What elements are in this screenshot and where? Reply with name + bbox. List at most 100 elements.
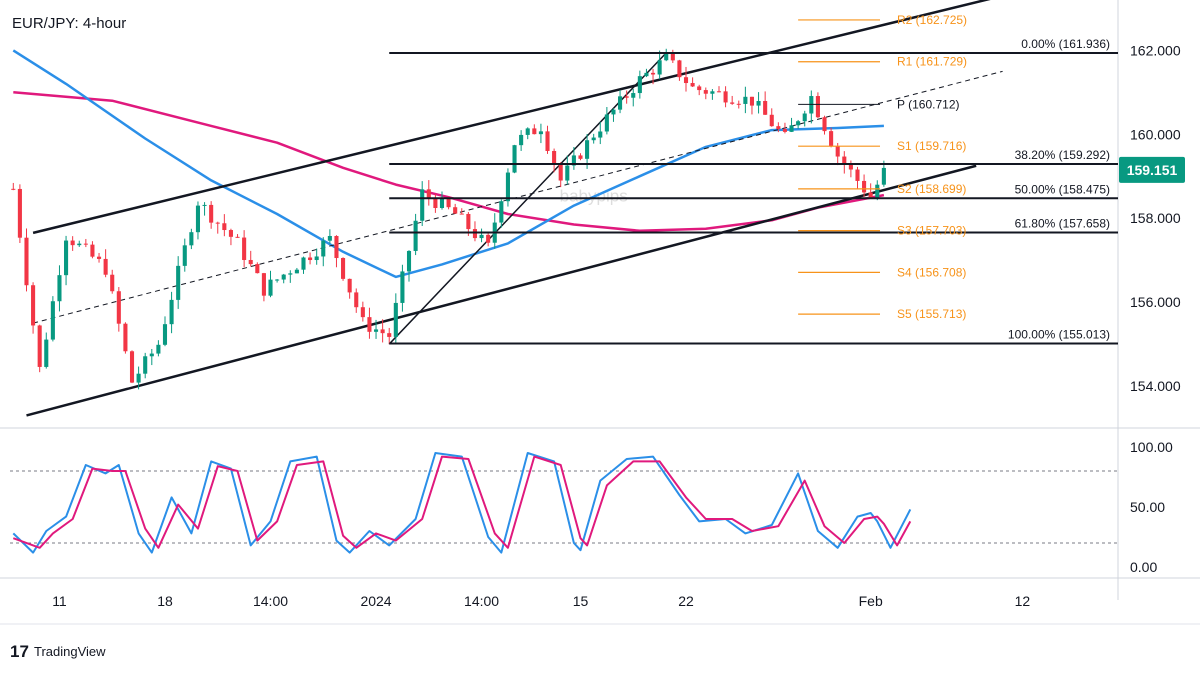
candle-body	[512, 145, 517, 173]
candle	[571, 146, 576, 170]
candle	[650, 68, 656, 85]
candle-body	[308, 257, 313, 261]
channel-middle-line	[32, 70, 1003, 324]
candle	[90, 241, 95, 259]
candle-body	[802, 113, 807, 122]
candle	[222, 214, 227, 237]
candle	[499, 199, 504, 228]
stoch-tick-label: 0.00	[1130, 559, 1157, 575]
last-price-tag	[1119, 156, 1185, 183]
candle	[439, 191, 445, 210]
candle-body	[453, 207, 458, 214]
candle-body	[664, 53, 669, 61]
candle-body	[143, 356, 148, 374]
candle-body	[235, 236, 240, 238]
candle	[314, 248, 319, 265]
fib-level-label: 38.20% (159.292)	[1015, 148, 1110, 162]
candle	[479, 228, 484, 243]
candle	[763, 91, 768, 115]
candle	[578, 153, 583, 161]
candle-body	[466, 213, 471, 230]
candle-body	[261, 273, 266, 296]
candle	[624, 90, 629, 104]
candle	[261, 272, 266, 302]
time-tick-label: 12	[1015, 593, 1031, 609]
candle-body	[281, 274, 286, 280]
candle	[756, 92, 761, 114]
candle	[215, 221, 220, 234]
candle-body	[90, 244, 95, 257]
candle-body	[202, 204, 207, 206]
candle	[558, 162, 563, 188]
candle-body	[83, 243, 88, 245]
candle	[57, 265, 62, 312]
candle	[327, 229, 332, 244]
pivot-level-label: R2 (162.725)	[897, 13, 967, 27]
candle	[301, 256, 306, 274]
candle-body	[420, 189, 425, 221]
candle	[373, 319, 379, 339]
candle	[209, 201, 214, 229]
candle	[776, 122, 781, 133]
candle	[736, 100, 741, 109]
pivot-level-label: S1 (159.716)	[897, 139, 966, 153]
candle-body	[11, 188, 16, 190]
candle	[169, 291, 174, 334]
candle	[519, 130, 524, 151]
candle-body	[690, 83, 695, 87]
stoch-tick-label: 100.00	[1130, 439, 1173, 455]
candle-body	[44, 339, 49, 367]
candle	[598, 121, 603, 145]
candle-body	[393, 302, 398, 337]
candle	[17, 184, 22, 244]
candle	[31, 282, 36, 334]
chart-title: EUR/JPY: 4-hour	[12, 15, 126, 32]
candle-body	[255, 264, 260, 274]
candle-body	[631, 93, 636, 98]
candle	[44, 332, 49, 369]
candle-body	[413, 220, 418, 251]
candle	[657, 50, 662, 80]
tradingview-logo: 17 TradingView	[10, 642, 106, 661]
candle-body	[248, 259, 253, 265]
candle-body	[585, 140, 590, 159]
candle-body	[552, 150, 557, 165]
candle	[538, 123, 543, 144]
candle	[789, 117, 794, 133]
candle	[875, 180, 880, 201]
candle	[782, 122, 787, 134]
candle-body	[756, 100, 761, 106]
candle	[50, 296, 55, 342]
price-tick-label: 160.000	[1130, 126, 1181, 142]
candle	[143, 352, 148, 379]
fib-level-label: 61.80% (157.658)	[1015, 217, 1110, 231]
candle-body	[334, 235, 339, 259]
candle-body	[17, 188, 22, 238]
time-tick-label: 14:00	[253, 593, 288, 609]
candle-body	[479, 234, 484, 239]
candle-body	[294, 269, 299, 274]
sma200-line	[13, 91, 885, 233]
candle-body	[156, 344, 161, 354]
candle	[604, 107, 609, 135]
candle-body	[228, 230, 233, 237]
candle	[486, 232, 491, 247]
candle-body	[136, 373, 141, 383]
candle	[235, 234, 240, 238]
candle-body	[176, 265, 181, 300]
pivot-level-label: S2 (158.699)	[897, 182, 966, 196]
time-tick-label: Feb	[859, 593, 883, 609]
candle	[288, 270, 293, 283]
time-tick-label: 2024	[360, 593, 391, 609]
candle	[815, 92, 820, 119]
candle-body	[683, 77, 689, 84]
candle-body	[288, 273, 293, 275]
pivot-level-label: P (160.712)	[897, 97, 960, 111]
candle-body	[268, 279, 273, 296]
candle-body	[70, 240, 75, 246]
candle	[275, 279, 280, 283]
candle	[769, 108, 774, 127]
candle-body	[743, 96, 748, 104]
stoch-k-line	[12, 452, 912, 554]
fib-level-label: 0.00% (161.936)	[1021, 37, 1110, 51]
